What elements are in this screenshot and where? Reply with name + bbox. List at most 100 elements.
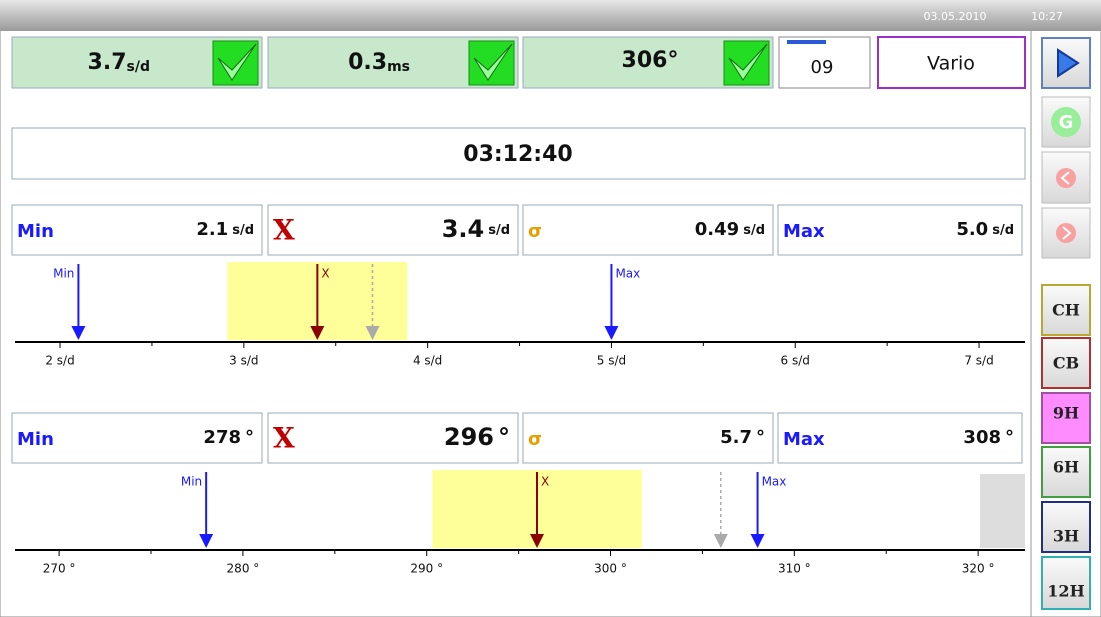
stat-box: [11, 204, 263, 256]
arrow: [199, 472, 214, 548]
unit: s/d: [127, 59, 150, 75]
button-label: 6H: [1053, 458, 1079, 477]
stat-label: Max: [783, 429, 825, 450]
tick-label: 310 °: [778, 562, 811, 576]
value: 306: [622, 48, 668, 73]
stat-value: 296: [444, 423, 494, 451]
tick-label: 270 °: [43, 562, 76, 576]
stat: 308 °: [963, 427, 1014, 448]
stat-unit: °: [1005, 427, 1014, 448]
stat-unit: s/d: [488, 223, 510, 238]
header-bar: [0, 0, 1101, 31]
counter: 09: [811, 57, 834, 78]
stat-value: 5.0: [956, 219, 988, 240]
stat: 296 °: [444, 423, 510, 451]
stat-unit: °: [245, 427, 254, 448]
stat-label: X: [273, 214, 295, 247]
unit: ms: [387, 59, 410, 75]
counter-box: [778, 36, 871, 89]
arrow-head: [604, 326, 619, 340]
reading-beat: 0.3ms: [267, 36, 519, 89]
reading-amplitude: 306°: [522, 36, 774, 89]
arrow-head: [365, 326, 380, 340]
stat-label: σ: [528, 429, 542, 450]
stat-label: σ: [528, 221, 542, 242]
timer-box: [11, 127, 1026, 180]
arrow-head: [199, 534, 214, 548]
reading-rate: 3.7s/d: [11, 36, 263, 89]
arrow-label: X: [541, 475, 549, 489]
stat-value: 2.1: [196, 219, 228, 240]
arrow-label: Max: [615, 267, 640, 281]
arrow-head: [713, 534, 728, 548]
svg-text:3.7s/d: 3.7s/d: [88, 50, 150, 75]
ch-button[interactable]: CH: [1041, 284, 1091, 336]
svg-text:G: G: [1059, 112, 1074, 133]
stat-unit: °: [756, 427, 765, 448]
prev-button[interactable]: [1041, 151, 1091, 204]
tick-label: 5 s/d: [597, 354, 626, 368]
g-button[interactable]: G: [1041, 96, 1091, 148]
tick-label: 7 s/d: [964, 354, 993, 368]
arrow: [310, 264, 325, 340]
arrow-label: Min: [181, 475, 202, 489]
stat-unit: s/d: [743, 223, 765, 238]
tick-label: 2 s/d: [45, 354, 74, 368]
stat: 5.7 °: [720, 427, 765, 448]
stat-unit: s/d: [992, 223, 1014, 238]
arrow-label: Min: [53, 267, 74, 281]
unit: °: [667, 48, 678, 73]
button-label: 12H: [1047, 582, 1084, 601]
stat-box: [11, 412, 263, 464]
arrow-head: [750, 534, 765, 548]
stat-value: 5.7: [720, 427, 752, 448]
gray-block: [980, 474, 1025, 548]
date: 03.05.2010: [924, 10, 987, 23]
tick-label: 4 s/d: [413, 354, 442, 368]
tick-label: 280 °: [227, 562, 260, 576]
arrow: [604, 264, 619, 340]
mode-box[interactable]: [877, 36, 1026, 89]
stat: 5.0 s/d: [956, 219, 1014, 240]
stat-box: [267, 204, 519, 256]
stat-unit: °: [498, 423, 510, 451]
stat: 278 °: [203, 427, 254, 448]
stat-label: X: [273, 422, 295, 455]
arrow-head: [530, 534, 545, 548]
time: 10:27: [1031, 10, 1063, 23]
timer: 03:12:40: [463, 142, 572, 167]
value: 0.3: [348, 50, 387, 75]
arrow-head: [310, 326, 325, 340]
stat: 3.4 s/d: [442, 215, 510, 243]
stat-box: [777, 412, 1023, 464]
arrow-label: Max: [762, 475, 787, 489]
svg-text:306°: 306°: [622, 48, 679, 73]
9h-button[interactable]: 9H: [1041, 392, 1091, 444]
stat-unit: s/d: [232, 223, 254, 238]
arrow: [365, 264, 380, 340]
arrow-label: X: [321, 267, 329, 281]
stat: 2.1 s/d: [196, 219, 254, 240]
button-label: CH: [1052, 301, 1080, 320]
3h-button[interactable]: 3H: [1041, 501, 1091, 553]
arrow: [750, 472, 765, 548]
play-button[interactable]: [1041, 37, 1091, 89]
mode: Vario: [927, 53, 975, 75]
button-label: 9H: [1053, 404, 1079, 423]
6h-button[interactable]: 6H: [1041, 446, 1091, 498]
svg-text:0.3ms: 0.3ms: [348, 50, 410, 75]
tick-label: 6 s/d: [781, 354, 810, 368]
arrow: [530, 472, 545, 548]
12h-button[interactable]: 12H: [1041, 556, 1091, 610]
next-button[interactable]: [1041, 207, 1091, 259]
cb-button[interactable]: CB: [1041, 337, 1091, 389]
stat-box: [777, 204, 1023, 256]
stat-label: Max: [783, 221, 825, 242]
stat-value: 3.4: [442, 215, 485, 243]
arrow: [713, 472, 728, 548]
stat-label: Min: [17, 221, 54, 242]
tick-label: 300 °: [594, 562, 627, 576]
stat-value: 278: [203, 427, 241, 448]
stat: 0.49 s/d: [695, 219, 765, 240]
